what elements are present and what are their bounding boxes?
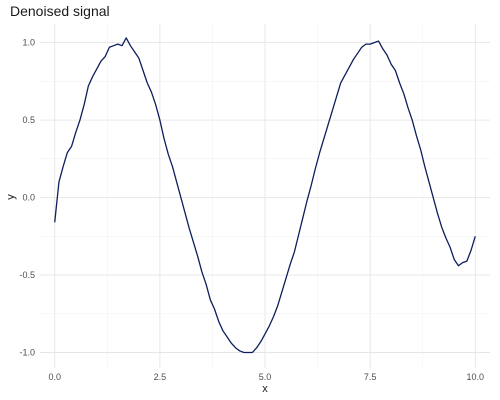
y-tick-label: 0.5: [22, 115, 35, 125]
x-axis-ticks: 0.0 2.5 5.0 7.5 10.0: [48, 372, 484, 382]
y-tick-label: 1.0: [22, 38, 35, 48]
x-axis-label: x: [262, 383, 268, 395]
y-tick-label: 0.0: [22, 193, 35, 203]
y-tick-label: -0.5: [19, 270, 35, 280]
series-line: [54, 37, 476, 354]
y-axis-ticks: -1.0 -0.5 0.0 0.5 1.0: [19, 38, 35, 358]
y-axis-label: y: [5, 194, 17, 200]
grid: [40, 24, 490, 368]
chart-title: Denoised signal: [10, 3, 110, 19]
y-tick-label: -1.0: [19, 348, 35, 358]
x-tick-label: 5.0: [259, 372, 272, 382]
x-tick-label: 10.0: [467, 372, 485, 382]
x-tick-label: 7.5: [364, 372, 377, 382]
x-tick-label: 0.0: [48, 372, 61, 382]
x-tick-label: 2.5: [154, 372, 167, 382]
